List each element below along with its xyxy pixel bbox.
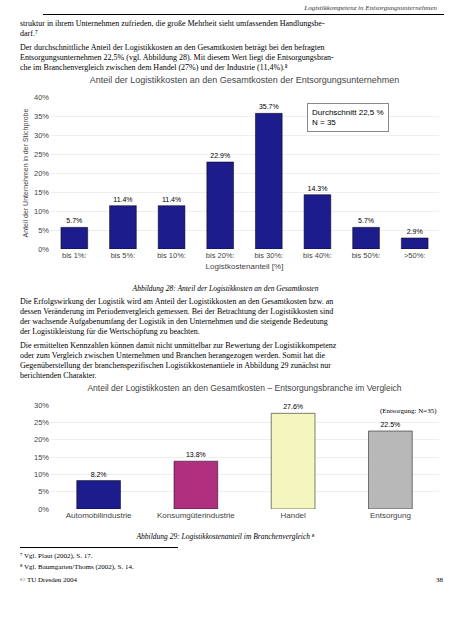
svg-text:5%: 5%: [38, 226, 49, 235]
svg-text:0%: 0%: [38, 245, 49, 254]
html-text:Die Erfolgswirkung der Logisti: Die Erfolgswirkung der Logistik wird am …: [20, 297, 334, 306]
svg-text:Anteil der Logistikkosten an d: Anteil der Logistikkosten an den Gesamtk…: [87, 383, 401, 393]
html-text:38: 38: [436, 576, 443, 584]
svg-text:5.7%: 5.7%: [358, 217, 374, 224]
svg-text:bis 30%:: bis 30%:: [254, 251, 283, 260]
svg-text:22.5%: 22.5%: [380, 421, 400, 428]
svg-text:11.4%: 11.4%: [113, 196, 132, 203]
svg-text:Handel: Handel: [280, 511, 306, 520]
html-text:che im Branchenvergleich zwisc: che im Branchenvergleich zwischen dem Ha…: [20, 63, 288, 72]
svg-text:10%: 10%: [34, 470, 49, 479]
svg-text:5%: 5%: [38, 487, 49, 496]
svg-text:bis 20%:: bis 20%:: [206, 251, 235, 260]
svg-text:bis 10%:: bis 10%:: [157, 251, 186, 260]
html-text:der wachsende Aufgabenumfang d: der wachsende Aufgabenumfang der Logisti…: [20, 317, 328, 326]
html-text:Gegenüberstellung der branchen: Gegenüberstellung der branchenspezifisch…: [20, 361, 331, 370]
html-text:Die ermittelten Kennzahlen kön: Die ermittelten Kennzahlen können damit …: [20, 341, 337, 350]
svg-text:11.4%: 11.4%: [162, 196, 181, 203]
svg-text:2.9%: 2.9%: [407, 228, 423, 235]
svg-text:Konsumgüterindustrie: Konsumgüterindustrie: [157, 511, 235, 520]
svg-text:Logistkostenanteil [%]: Logistkostenanteil [%]: [206, 262, 284, 271]
svg-text:15%: 15%: [34, 188, 49, 197]
html-text:struktur in ihrem Unternehmen: struktur in ihrem Unternehmen zufrieden,…: [20, 19, 325, 28]
svg-text:35%: 35%: [34, 112, 49, 121]
svg-text:20%: 20%: [34, 435, 49, 444]
svg-text:15%: 15%: [34, 453, 49, 462]
html-text:Entsorgungsunternehmen 22,5% (: Entsorgungsunternehmen 22,5% (vgl. Abbil…: [20, 53, 334, 62]
svg-text:10%: 10%: [34, 207, 49, 216]
svg-text:bis 5%:: bis 5%:: [111, 251, 136, 260]
svg-text:Anteil der Unternehmen in der: Anteil der Unternehmen in der Stichprobe: [22, 108, 30, 237]
svg-text:bis 40%:: bis 40%:: [303, 251, 332, 260]
svg-text:40%: 40%: [34, 93, 49, 102]
svg-text:25%: 25%: [34, 418, 49, 427]
html-text:der Logistikleistung für die W: der Logistikleistung für die Wertschöpfu…: [20, 327, 200, 336]
svg-text:Durchschnitt 22,5 %N = 35: Durchschnitt 22,5 %N = 35: [312, 108, 384, 127]
html-text:oder zum Vergleich zwischen Un: oder zum Vergleich zwischen Unternehmen …: [20, 351, 325, 360]
svg-text:35.7%: 35.7%: [259, 103, 279, 110]
svg-text:25%: 25%: [34, 150, 49, 159]
html-text:Abbildung 29: Logistikkostenan: Abbildung 29: Logistikkostenanteil im Br…: [136, 532, 315, 541]
html-text:dessen Veränderung im Perioden: dessen Veränderung im Periodenvergleich …: [20, 307, 334, 316]
svg-text:14.3%: 14.3%: [308, 185, 328, 192]
svg-text:5.7%: 5.7%: [66, 217, 82, 224]
html-text:Abbildung 28: Anteil der Logis: Abbildung 28: Anteil der Logistikkosten …: [132, 284, 319, 293]
html-text:darf.⁷: darf.⁷: [20, 29, 38, 38]
svg-text:13.8%: 13.8%: [186, 451, 206, 458]
svg-text:Entsorgung: Entsorgung: [370, 511, 411, 520]
html-text:⁸ Vgl. Baumgarten/Thoms (2002): ⁸ Vgl. Baumgarten/Thoms (2002), S. 14.: [20, 563, 134, 571]
svg-text:27.6%: 27.6%: [283, 403, 303, 410]
svg-text:bis 50%:: bis 50%:: [352, 251, 381, 260]
svg-text:30%: 30%: [34, 131, 49, 140]
svg-text:Automobilindustrie: Automobilindustrie: [66, 511, 132, 520]
html-text:Der durchschnittliche Anteil d: Der durchschnittliche Anteil der Logisti…: [20, 43, 325, 52]
svg-text:30%: 30%: [34, 401, 49, 410]
html-text:© TU Dresden 2004: © TU Dresden 2004: [20, 576, 78, 584]
svg-text:(Entsorgung: N=35): (Entsorgung: N=35): [380, 407, 437, 415]
html-text:⁷ Vgl. Plaut (2002), S. 17.: ⁷ Vgl. Plaut (2002), S. 17.: [20, 552, 93, 560]
html-text:berichtenden Charakter.: berichtenden Charakter.: [20, 371, 97, 380]
svg-text:Anteil der Logistikkosten an d: Anteil der Logistikkosten an den Gesamtk…: [90, 75, 400, 85]
svg-text:22.9%: 22.9%: [210, 152, 230, 159]
svg-text:bis 1%:: bis 1%:: [62, 251, 87, 260]
svg-text:20%: 20%: [34, 169, 49, 178]
svg-text:8.2%: 8.2%: [91, 471, 107, 478]
svg-text:>50%:: >50%:: [404, 251, 425, 260]
svg-text:0%: 0%: [38, 505, 49, 514]
html-text:Logistikkompetenz in Entsorgun: Logistikkompetenz in Entsorgungsunterneh…: [304, 4, 437, 12]
